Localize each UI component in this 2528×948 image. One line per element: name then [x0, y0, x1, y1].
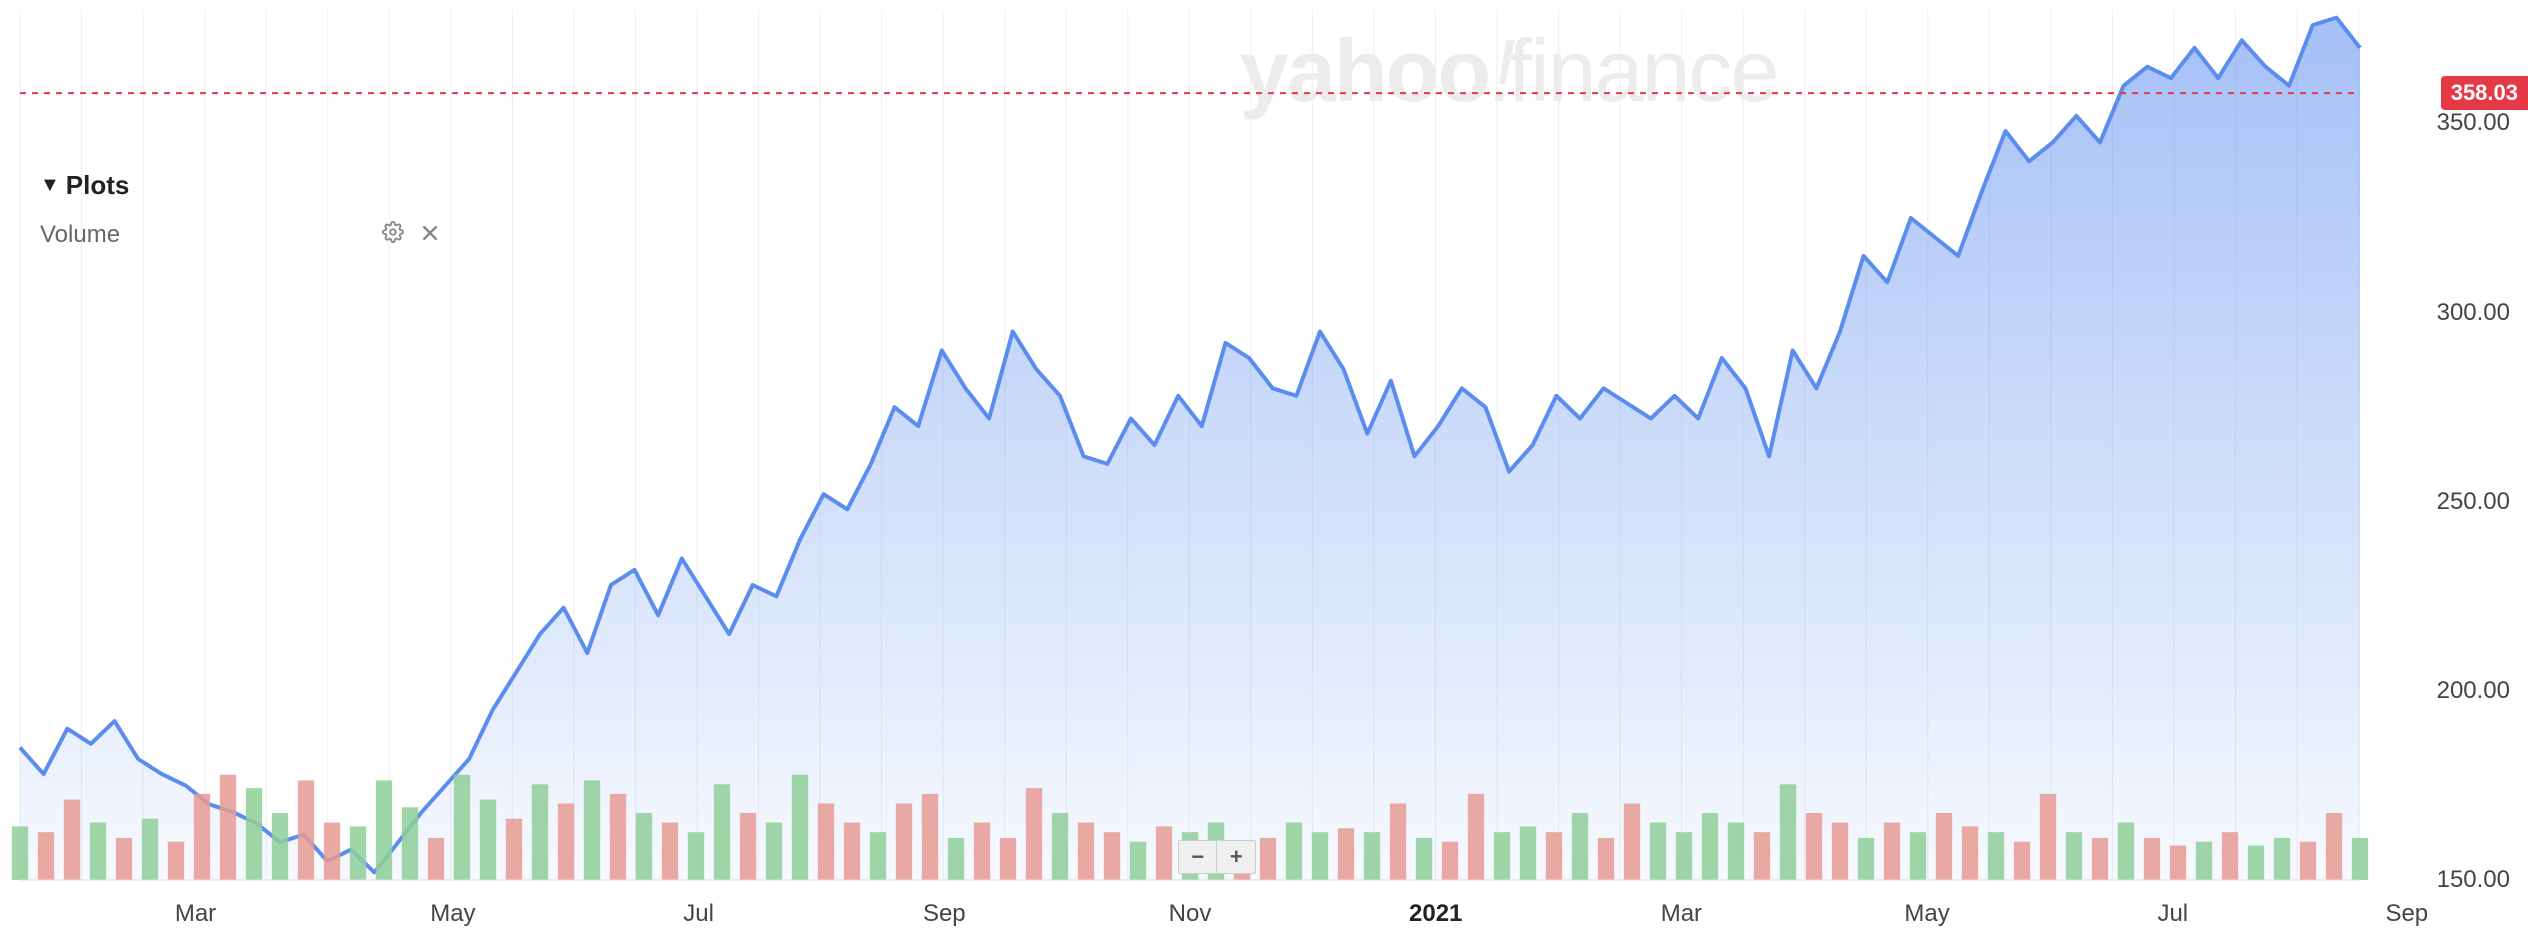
collapse-icon: ▼	[40, 174, 60, 197]
x-axis-label: May	[430, 900, 475, 928]
stock-chart[interactable]: yahoo!finance ▼ Plots Volume − + 358.03 …	[0, 0, 2528, 948]
y-axis-label: 250.00	[2437, 488, 2510, 516]
current-price-badge: 358.03	[2441, 76, 2528, 110]
zoom-out-button[interactable]: −	[1179, 841, 1217, 873]
chart-svg	[0, 0, 2528, 948]
x-axis-label: Jul	[2157, 900, 2188, 928]
x-axis-label: Sep	[2385, 900, 2428, 928]
current-price-value: 358.03	[2451, 80, 2518, 105]
y-axis-label: 150.00	[2437, 866, 2510, 894]
x-axis-label: Jul	[683, 900, 714, 928]
plots-panel-title: Plots	[66, 170, 130, 201]
x-axis-label: May	[1904, 900, 1949, 928]
plots-panel: ▼ Plots Volume	[40, 170, 440, 250]
gear-icon[interactable]	[382, 219, 404, 250]
zoom-in-button[interactable]: +	[1217, 841, 1255, 873]
zoom-controls: − +	[1178, 840, 1256, 874]
y-axis-label: 350.00	[2437, 109, 2510, 137]
y-axis-label: 200.00	[2437, 677, 2510, 705]
plots-row-label: Volume	[40, 221, 366, 249]
x-axis-label: 2021	[1409, 900, 1462, 928]
x-axis-label: Nov	[1169, 900, 1212, 928]
plots-row-volume: Volume	[40, 219, 440, 250]
x-axis-label: Mar	[1661, 900, 1702, 928]
y-axis-label: 300.00	[2437, 299, 2510, 327]
x-axis-label: Mar	[175, 900, 216, 928]
close-icon[interactable]	[420, 219, 440, 250]
plots-panel-header[interactable]: ▼ Plots	[40, 170, 440, 201]
x-axis-label: Sep	[923, 900, 966, 928]
